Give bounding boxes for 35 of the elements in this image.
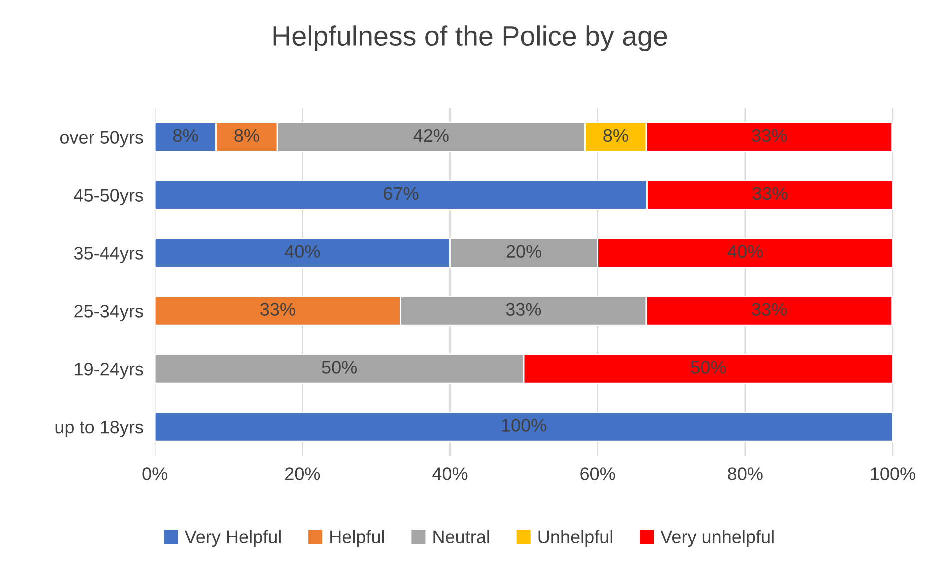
y-tick-label: 19-24yrs [75,363,144,380]
x-tick-label: 20% [286,468,320,480]
data-label: 33% [752,303,787,316]
data-label: 20% [506,245,542,258]
data-label: 8% [173,129,198,142]
legend-label: Neutral [434,530,490,544]
legend-label: Unhelpful [538,530,612,548]
y-tick-label: up to 18yrs [56,420,144,438]
x-tick-label: 100% [871,468,916,480]
x-tick-label: 80% [728,468,763,480]
data-label: 40% [728,245,763,258]
y-tick-label: 45-50yrs [74,189,144,206]
data-label: 42% [414,129,449,142]
bar [155,412,893,442]
legend-label: Helpful [330,530,384,548]
data-label: 33% [260,303,296,316]
data-label: 8% [234,129,260,142]
data-label: 8% [604,129,628,142]
y-tick-label: 25-34yrs [74,305,144,322]
legend-label: Very unhelpful [660,530,774,548]
legend-label: Very Helpful [184,530,281,548]
chart-title: Helpfulness of the Police by age [274,26,668,52]
data-label: 50% [322,361,357,374]
x-tick-label: 40% [432,468,468,480]
data-label: 33% [752,129,787,142]
data-label: 33% [752,187,788,200]
data-label: 100% [502,419,546,432]
y-tick-label: over 50yrs [60,131,144,148]
data-label: 33% [506,303,542,316]
data-label: 50% [691,361,726,374]
x-tick-label: 0% [142,468,168,480]
x-tick-label: 60% [580,468,616,480]
data-label: 40% [285,245,320,258]
data-label: 67% [384,187,419,200]
y-tick-label: 35-44yrs [74,247,144,264]
